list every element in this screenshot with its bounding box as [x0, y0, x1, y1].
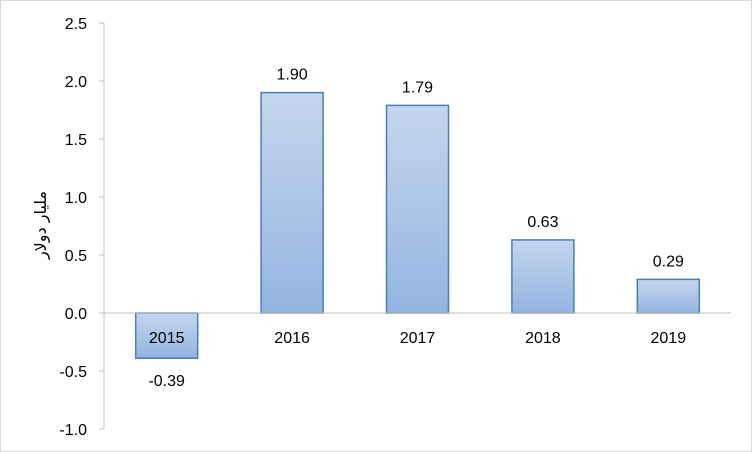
data-label: 0.29: [653, 253, 684, 270]
y-tick-label: 2.5: [65, 16, 87, 33]
bar-2018: [511, 239, 575, 314]
y-tick-label: -0.5: [59, 364, 87, 381]
category-labels: 2015 2016 2017 2018 2019: [149, 330, 686, 347]
y-tick-label: 1.5: [65, 132, 87, 149]
data-label: 1.79: [402, 79, 433, 96]
category-label: 2017: [400, 330, 436, 347]
category-label: 2018: [525, 330, 561, 347]
y-axis-title: مليار دولار: [31, 191, 51, 260]
y-tick-label: 0.0: [65, 306, 87, 323]
bar-2016: [260, 91, 324, 314]
category-label: 2016: [274, 330, 310, 347]
y-tick-label: 0.5: [65, 248, 87, 265]
category-label: 2015: [149, 330, 185, 347]
bars: [134, 91, 701, 359]
y-tick-label: -1.0: [59, 422, 87, 439]
category-label: 2019: [651, 330, 687, 347]
y-axis-ticks: 2.5 2.0 1.5 1.0 0.5 0.0 -0.5 -1.0: [59, 16, 104, 439]
bar-2019: [636, 278, 701, 314]
y-tick-label: 1.0: [65, 190, 87, 207]
data-label: 0.63: [527, 214, 558, 231]
bar-2017: [385, 104, 450, 314]
data-label: -0.39: [148, 373, 185, 390]
data-label: 1.90: [277, 67, 308, 84]
data-labels: -0.39 1.90 1.79 0.63 0.29: [148, 67, 684, 391]
y-tick-label: 2.0: [65, 74, 87, 91]
